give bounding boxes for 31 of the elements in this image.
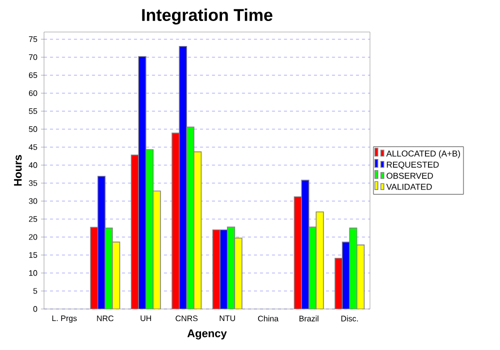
y-tick-label: 50 xyxy=(28,126,38,132)
y-tick-label: 60 xyxy=(28,90,38,96)
y-tick-label: 75 xyxy=(28,36,38,42)
x-tick-label: UH xyxy=(140,316,152,322)
y-tick-label: 30 xyxy=(28,198,38,204)
x-axis-title: Agency xyxy=(187,330,227,340)
y-tick-label: 45 xyxy=(28,144,38,150)
y-tick-label: 5 xyxy=(33,288,38,294)
y-axis-title: Hours xyxy=(14,155,22,186)
x-tick-label: NRC xyxy=(97,316,114,322)
y-tick-label: 20 xyxy=(28,234,38,240)
y-tick-label: 40 xyxy=(28,162,38,168)
y-tick-label: 25 xyxy=(28,216,38,222)
y-tick-label: 0 xyxy=(33,306,38,312)
y-tick-label: 70 xyxy=(28,54,38,60)
x-tick-label: Disc. xyxy=(341,316,358,322)
y-tick-label: 10 xyxy=(29,270,38,276)
legend-label: ALLOCATED (A+B) xyxy=(386,150,460,158)
x-tick-label: NTU xyxy=(220,316,235,322)
x-tick-label: L. Prgs xyxy=(52,316,77,323)
y-tick-label: 55 xyxy=(28,108,38,114)
y-tick-label: 15 xyxy=(29,252,38,258)
y-tick-label: 35 xyxy=(28,180,38,186)
x-tick-label: Brazil xyxy=(300,316,318,322)
legend-label: VALIDATED xyxy=(386,184,432,190)
chart-title: Integration Time xyxy=(142,8,272,24)
legend-label: REQUESTED xyxy=(386,162,439,170)
x-tick-label: China xyxy=(258,316,279,322)
x-tick-label: CNRS xyxy=(176,316,198,322)
legend-label: OBSERVED xyxy=(386,172,433,179)
y-tick-label: 65 xyxy=(28,72,38,78)
